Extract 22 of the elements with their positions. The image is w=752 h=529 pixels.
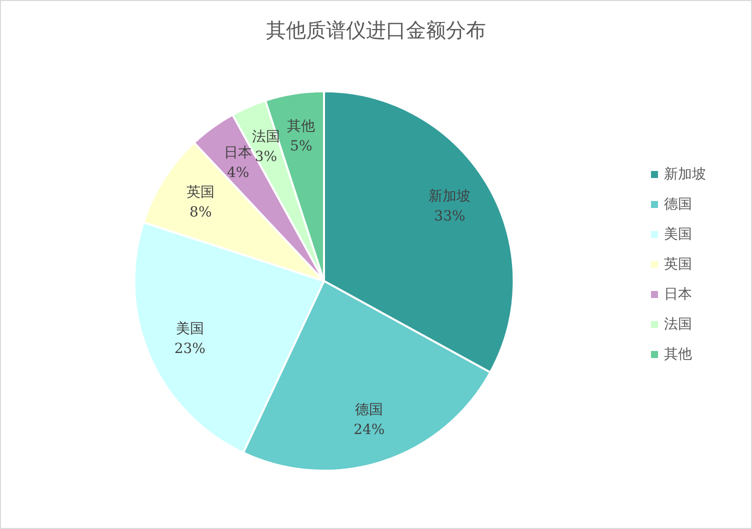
legend-label: 新加坡 (664, 166, 706, 182)
data-label: 23% (174, 341, 206, 358)
legend-label: 德国 (664, 196, 692, 212)
data-label: 33% (434, 208, 466, 225)
slice-label: 新加坡 (428, 188, 471, 205)
slice-label: 英国 (186, 184, 215, 201)
data-label: 8% (190, 204, 212, 221)
data-label: 4% (227, 164, 250, 181)
legend-label: 其他 (664, 346, 692, 362)
slice-label: 美国 (176, 321, 204, 338)
slice-label: 其他 (287, 118, 316, 135)
chart-title: 其他质谱仪进口金额分布 (266, 18, 486, 42)
data-label: 5% (290, 138, 312, 155)
slice-label: 德国 (355, 402, 384, 418)
slice-label: 日本 (224, 144, 252, 161)
legend-label: 美国 (664, 226, 692, 242)
legend-label: 日本 (664, 286, 692, 302)
slice-label: 法国 (252, 128, 280, 145)
data-label: 3% (254, 148, 278, 165)
data-label: 24% (354, 422, 385, 438)
legend-label: 法国 (664, 316, 692, 332)
legend-label: 英国 (664, 256, 692, 272)
